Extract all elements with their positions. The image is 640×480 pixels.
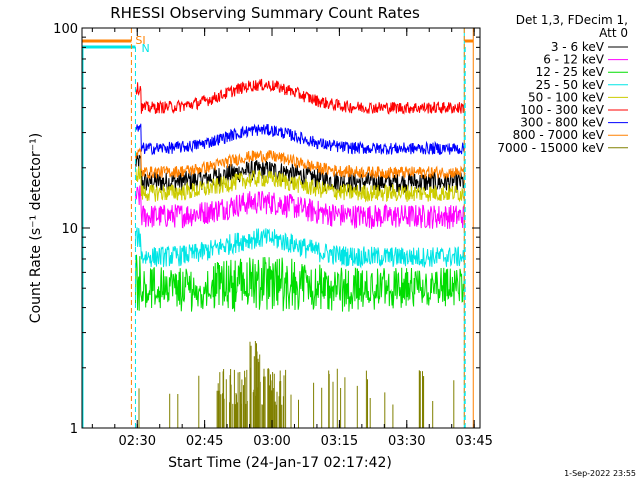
series-line <box>135 185 466 229</box>
chart-title: RHESSI Observing Summary Count Rates <box>110 4 420 22</box>
y-tick-label: 1 <box>70 422 78 437</box>
series-layer <box>135 78 466 428</box>
series-7000-15000-kev <box>138 341 455 428</box>
series-line <box>135 78 466 115</box>
y-axis-label: Count Rate (s⁻¹ detector⁻¹) <box>28 133 44 323</box>
x-tick-label: 03:45 <box>455 434 492 449</box>
x-tick-label: 03:15 <box>321 434 358 449</box>
series-100-300-kev <box>135 78 466 115</box>
legend-entry-label: 3 - 6 keV <box>551 40 605 54</box>
series-line <box>135 147 466 181</box>
legend-entry-label: 50 - 100 keV <box>528 90 605 104</box>
y-tick-label: 10 <box>61 222 78 237</box>
legend-header-line-2: Att 0 <box>599 26 628 40</box>
series-line <box>135 254 466 312</box>
series-12-25-kev <box>135 254 466 312</box>
series-50-100-kev <box>135 166 466 203</box>
series-6-12-kev <box>135 185 466 229</box>
series-line <box>135 227 466 269</box>
axes-layer: 02:30 02:45 03:00 03:15 03:30 03:45 1 10 100 <box>53 22 493 449</box>
series-3-6-kev <box>135 152 466 193</box>
series-25-50-kev <box>135 227 466 269</box>
legend-header-line-1: Det 1,3, FDecim 1, <box>516 13 628 27</box>
legend-entry-label: 12 - 25 keV <box>536 65 605 79</box>
y-tick-label: 100 <box>53 22 78 37</box>
x-axis-label: Start Time (24-Jan-17 02:17:42) <box>168 455 392 471</box>
legend-entry-label: 100 - 300 keV <box>520 103 604 117</box>
legend-entry-label: 800 - 7000 keV <box>513 128 605 142</box>
flag-si-label: SI <box>135 34 145 47</box>
series-line <box>135 166 466 203</box>
x-tick-label: 03:30 <box>388 434 425 449</box>
flags-layer: SIN <box>82 28 474 428</box>
legend-entry-label: 25 - 50 keV <box>536 78 605 92</box>
plot-frame <box>81 27 481 429</box>
series-line <box>135 152 466 193</box>
x-tick-label: 02:45 <box>186 434 223 449</box>
flag-n-label: N <box>141 42 149 55</box>
series-300-800-kev <box>135 123 466 156</box>
series-line <box>135 123 466 156</box>
legend-entry-label: 6 - 12 keV <box>543 53 605 67</box>
x-tick-label: 02:30 <box>119 434 156 449</box>
legend-entry-label: 7000 - 15000 keV <box>497 141 604 155</box>
series-ticks <box>138 341 455 428</box>
series-800-7000-kev <box>135 147 466 181</box>
x-tick-label: 03:00 <box>253 434 290 449</box>
footer-timestamp: 1-Sep-2022 23:55 <box>564 469 636 478</box>
legend-entry-label: 300 - 800 keV <box>520 116 604 130</box>
